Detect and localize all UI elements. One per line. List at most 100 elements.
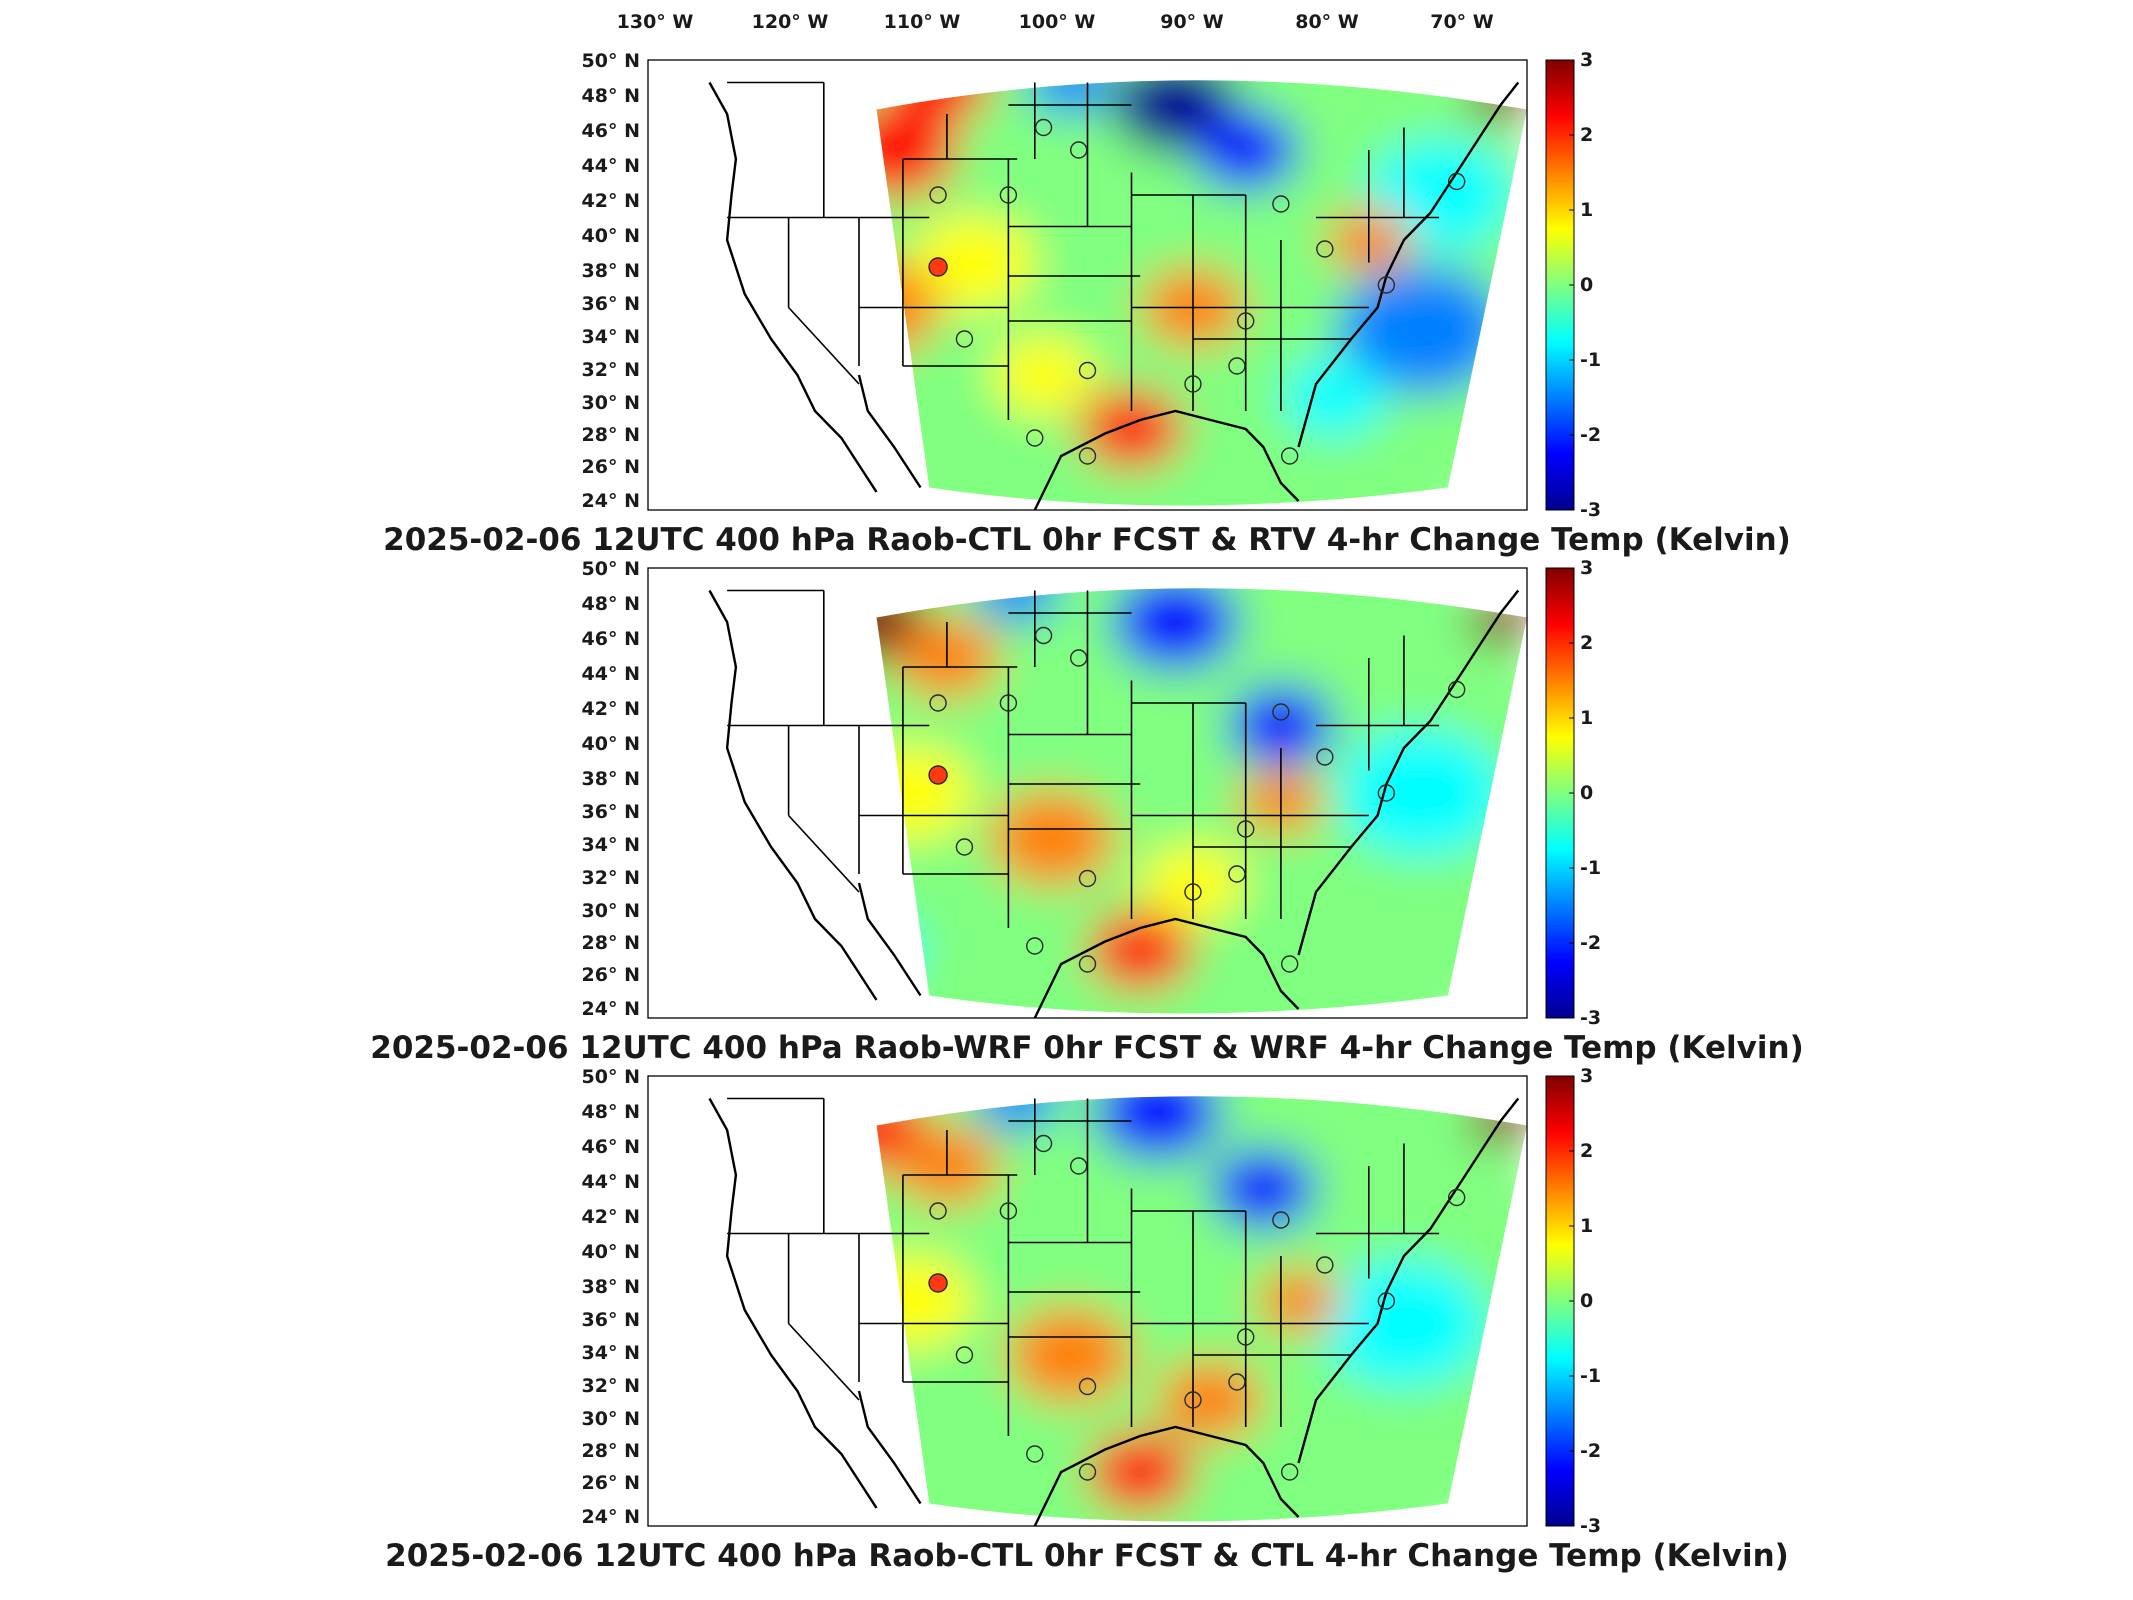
lat-tick-label: 32° N	[582, 1375, 640, 1397]
station-marker	[1377, 276, 1396, 294]
station-marker	[929, 1202, 947, 1220]
station-marker	[1078, 447, 1097, 465]
lat-tick-label: 24° N	[582, 998, 640, 1020]
colorbar-tick-label: -3	[1580, 499, 1601, 521]
station-marker	[1034, 118, 1053, 137]
colorbar-tick-label: 1	[1580, 199, 1593, 221]
panel-title: 2025-02-06 12UTC 400 hPa Raob-WRF 0hr FC…	[370, 1030, 1804, 1066]
lat-tick-label: 40° N	[582, 225, 640, 247]
lat-tick-label: 36° N	[582, 293, 640, 315]
lat-tick-label: 30° N	[582, 900, 640, 922]
lat-tick-label: 34° N	[582, 326, 640, 348]
lat-tick-label: 42° N	[582, 190, 640, 212]
colorbar-tick-label: -1	[1580, 349, 1601, 371]
coastlines	[708, 1097, 1520, 1527]
lon-tick-label: 100° W	[1019, 11, 1096, 33]
colorbar-tick-label: -2	[1580, 1440, 1601, 1462]
colorbar-tick-label: 2	[1580, 124, 1593, 146]
lat-tick-label: 42° N	[582, 1206, 640, 1228]
lat-tick-label: 38° N	[582, 1276, 640, 1298]
station-marker	[955, 838, 974, 856]
colorbar-tick-label: 2	[1580, 1140, 1593, 1162]
coastlines	[708, 589, 1520, 1019]
lat-tick-label: 50° N	[582, 50, 640, 72]
lat-tick-label: 46° N	[582, 628, 640, 650]
station-marker	[1228, 357, 1246, 375]
colorbar-tick-label: 1	[1580, 707, 1593, 729]
colorbar-tick-label: 3	[1580, 557, 1593, 579]
colorbar-tick-label: 2	[1580, 632, 1593, 654]
station-marker	[1377, 784, 1396, 802]
station-marker	[1026, 1445, 1044, 1463]
latitude-axis: 50° N 48° N 46° N 44° N 42° N 40° N 38° N 36° N…	[582, 558, 640, 1020]
lon-tick-label: 130° W	[617, 11, 694, 33]
lat-tick-label: 44° N	[582, 1171, 640, 1193]
map-frame	[647, 59, 1528, 511]
lon-tick-label: 110° W	[884, 11, 961, 33]
lat-tick-label: 28° N	[582, 424, 640, 446]
panels: 50° N 48° N 46° N 44° N 42° N 40° N 38° N 36° N…	[370, 49, 1804, 1574]
station-marker	[1280, 1463, 1299, 1481]
latitude-axis: 50° N 48° N 46° N 44° N 42° N 40° N 38° N 36° N…	[582, 1066, 640, 1528]
lat-tick-label: 26° N	[582, 964, 640, 986]
panel-bottom: 50° N 48° N 46° N 44° N 42° N 40° N 38° N 36° N…	[385, 1065, 1789, 1574]
station-marker	[928, 1273, 948, 1293]
lat-tick-label: 26° N	[582, 1472, 640, 1494]
lat-tick-label: 50° N	[582, 558, 640, 580]
colorbar-tick-label: -1	[1580, 857, 1601, 879]
colorbar-tick-label: -1	[1580, 1365, 1601, 1387]
station-marker	[1184, 1391, 1202, 1409]
lat-tick-label: 38° N	[582, 768, 640, 790]
latitude-axis: 50° N 48° N 46° N 44° N 42° N 40° N 38° N 36° N…	[582, 50, 640, 512]
panel-middle: 50° N 48° N 46° N 44° N 42° N 40° N 38° N 36° N…	[370, 557, 1804, 1066]
panel-top: 50° N 48° N 46° N 44° N 42° N 40° N 38° N 36° N…	[383, 49, 1791, 558]
lat-tick-label: 24° N	[582, 1506, 640, 1528]
station-marker	[1280, 447, 1299, 465]
colorbar-tick-label: -2	[1580, 932, 1601, 954]
colorbar: 3 2 1 0 -1 -2 -3	[1545, 49, 1601, 521]
lat-tick-label: 48° N	[582, 1101, 640, 1123]
station-marker	[1316, 748, 1334, 766]
lon-tick-label: 120° W	[752, 11, 829, 33]
station-marker	[1070, 1157, 1088, 1175]
lat-tick-label: 48° N	[582, 593, 640, 615]
colorbar-tick-label: -2	[1580, 424, 1601, 446]
panel-title: 2025-02-06 12UTC 400 hPa Raob-CTL 0hr FC…	[385, 1538, 1789, 1574]
colorbar-tick-label: 0	[1580, 1290, 1593, 1312]
lat-tick-label: 42° N	[582, 698, 640, 720]
colorbar: 3 2 1 0 -1 -2 -3	[1545, 557, 1601, 1029]
station-marker	[999, 694, 1018, 712]
station-marker	[1228, 865, 1246, 883]
station-marker	[1078, 1377, 1097, 1396]
station-marker	[955, 1346, 974, 1364]
lat-tick-label: 32° N	[582, 867, 640, 889]
state-borders	[727, 81, 1440, 420]
colorbar-tick-label: 0	[1580, 782, 1593, 804]
longitude-axis: 130° W 120° W 110° W 100° W 90° W 80° W 70° W	[617, 11, 1494, 33]
lat-tick-label: 50° N	[582, 1066, 640, 1088]
lat-tick-label: 34° N	[582, 834, 640, 856]
panel-title: 2025-02-06 12UTC 400 hPa Raob-CTL 0hr FC…	[383, 522, 1791, 558]
colorbar-tick-label: 3	[1580, 1065, 1593, 1087]
colorbar-tick-label: -3	[1580, 1007, 1601, 1029]
station-marker	[955, 330, 974, 348]
station-marker	[999, 186, 1018, 204]
station-marker	[1316, 1256, 1334, 1274]
lat-tick-label: 44° N	[582, 155, 640, 177]
station-marker	[1447, 172, 1466, 191]
station-marker	[1026, 937, 1044, 955]
station-marker	[929, 694, 947, 712]
lat-tick-label: 36° N	[582, 801, 640, 823]
lat-tick-label: 24° N	[582, 490, 640, 512]
lat-tick-label: 26° N	[582, 456, 640, 478]
lat-tick-label: 34° N	[582, 1342, 640, 1364]
lat-tick-label: 40° N	[582, 733, 640, 755]
station-marker	[1377, 1292, 1396, 1310]
station-marker	[1272, 195, 1290, 213]
station-marker	[1272, 1211, 1290, 1229]
lon-tick-label: 90° W	[1160, 11, 1224, 33]
lat-tick-label: 28° N	[582, 932, 640, 954]
station-marker	[1070, 649, 1088, 667]
colorbar-tick-label: 3	[1580, 49, 1593, 71]
